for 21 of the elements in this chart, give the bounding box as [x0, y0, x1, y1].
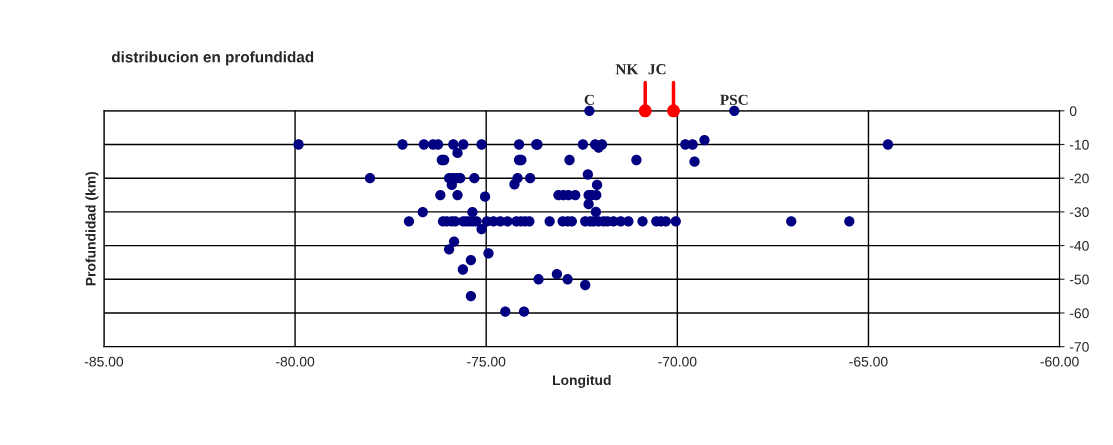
annotation: JC [648, 64, 666, 75]
annotation: PSC [720, 94, 748, 105]
x-tick-label: -80.00 [276, 356, 315, 367]
y-tick-label: -60 [1069, 308, 1089, 319]
y-tick-label: -30 [1069, 207, 1089, 218]
annotation: NK [615, 64, 639, 75]
x-tick-label: -85.00 [84, 356, 124, 367]
y-tick-label: -70 [1069, 341, 1089, 352]
annotation: C [584, 94, 594, 105]
chart-title: distribucion en profundidad [111, 51, 314, 66]
x-tick-label: -60.00 [1040, 356, 1079, 367]
y-tick-label: -10 [1069, 139, 1089, 150]
y-tick-label: -20 [1069, 173, 1089, 184]
x-tick-label: -65.00 [849, 356, 888, 367]
y-tick-label: -40 [1069, 240, 1089, 251]
y-axis-title: Profundidad (km) [85, 171, 99, 286]
x-tick-label: -70.00 [658, 356, 697, 367]
y-tick-label: -50 [1069, 274, 1089, 285]
y-tick-label: 0 [1069, 106, 1077, 116]
x-axis-title: Longitud [553, 374, 611, 388]
x-tick-label: -75.00 [467, 356, 506, 367]
